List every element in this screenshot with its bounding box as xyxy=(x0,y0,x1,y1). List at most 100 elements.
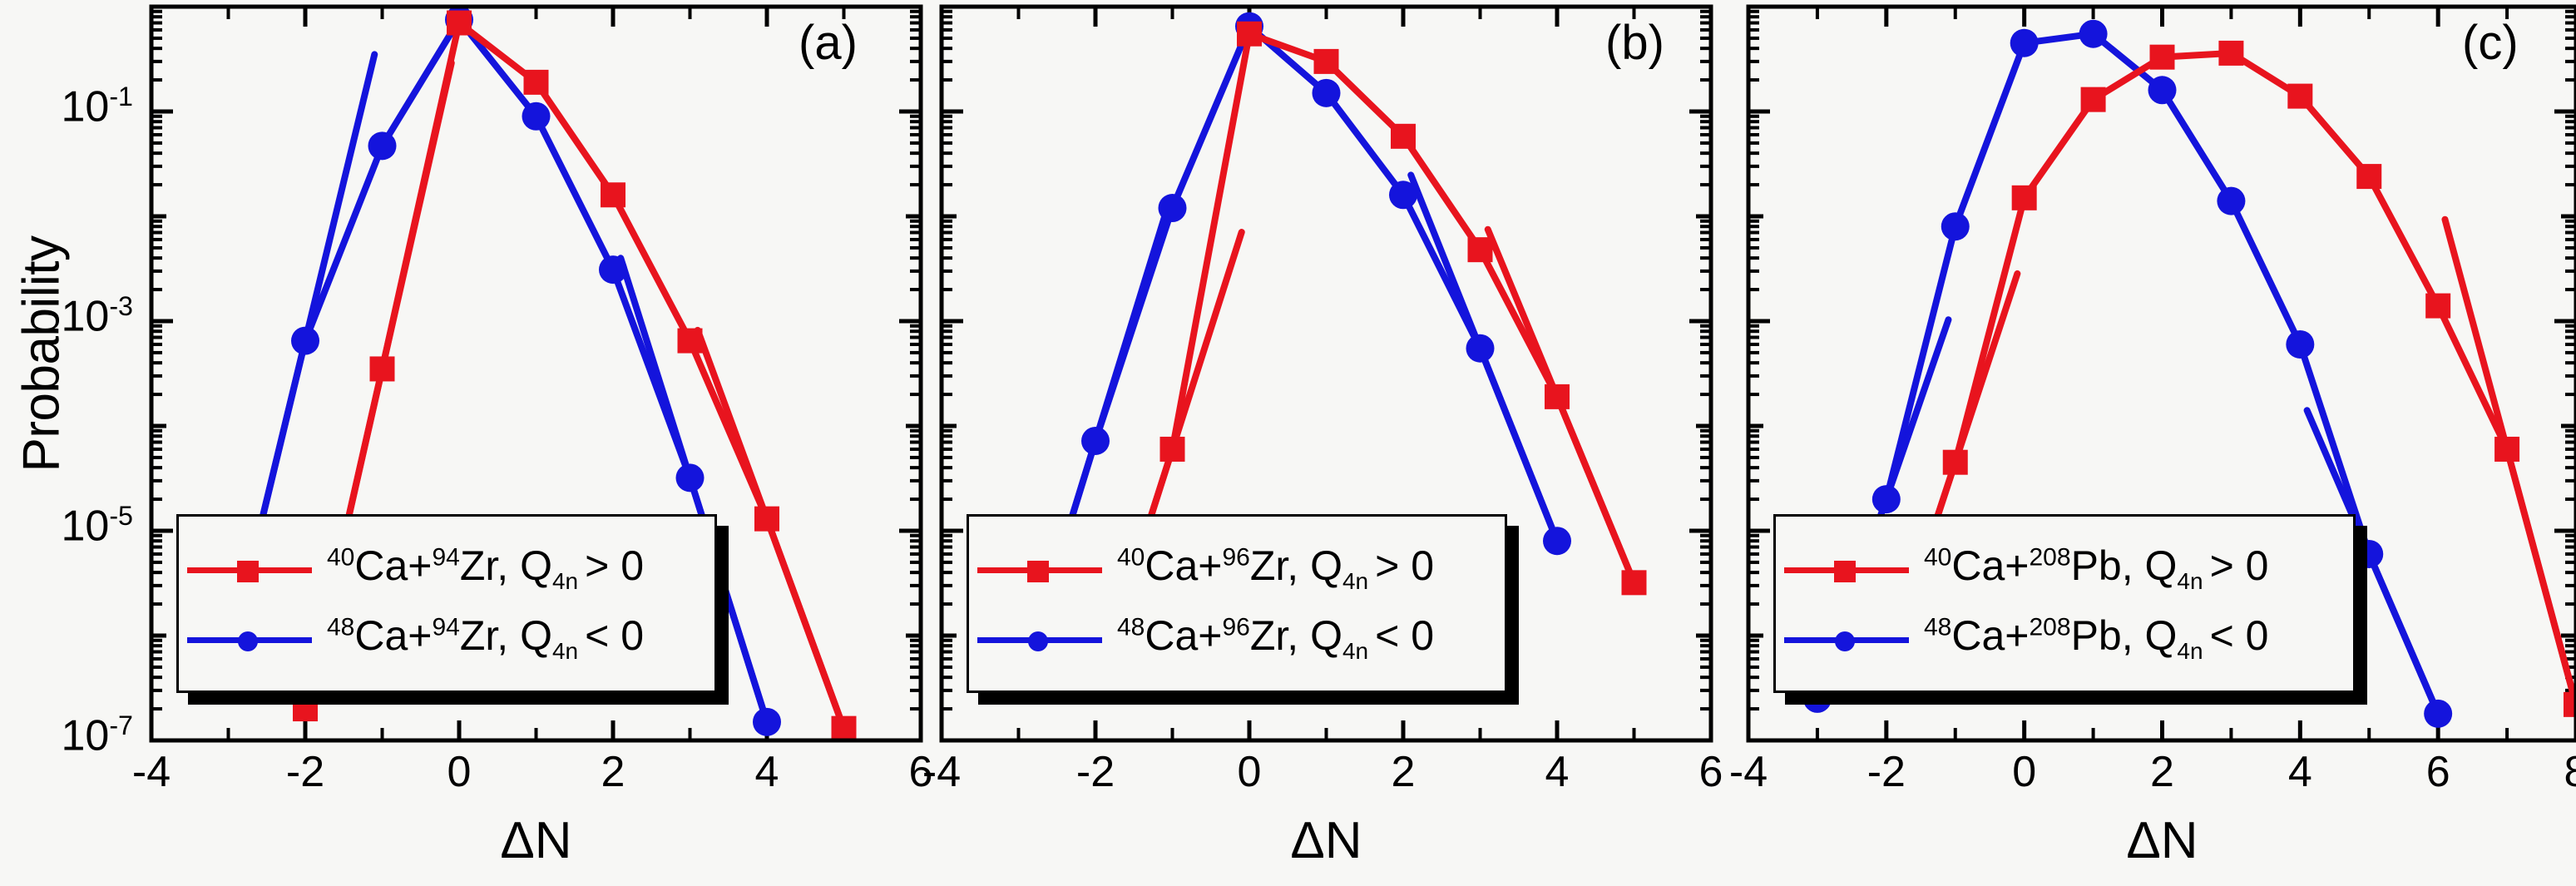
legend-mass-number-projectile: 48 xyxy=(1117,612,1145,641)
x-axis-label: ΔN xyxy=(1290,812,1362,869)
x-axis-label: ΔN xyxy=(500,812,572,869)
data-point-square xyxy=(447,10,472,36)
data-point-square xyxy=(2149,44,2175,70)
legend-mass-number-target: 96 xyxy=(1222,542,1250,571)
x-tick-label: 2 xyxy=(1391,748,1416,796)
legend-mass-number-projectile: 40 xyxy=(1117,542,1145,571)
data-point-square xyxy=(1545,384,1570,409)
data-point-square xyxy=(1467,237,1493,263)
legend-key xyxy=(1784,555,1909,583)
legend-mass-number-target: 96 xyxy=(1222,612,1250,641)
legend-target-symbol: Pb, Q xyxy=(2070,611,2178,659)
data-point-circle xyxy=(2286,329,2315,359)
panel-tag: (a) xyxy=(799,16,858,70)
legend: 40Ca+94Zr, Q4n > 0 48Ca+94Zr, Q4n < 0 xyxy=(176,514,717,693)
legend-item[interactable]: 48Ca+94Zr, Q4n < 0 xyxy=(187,611,701,664)
y-tick-exponent: -1 xyxy=(109,82,133,111)
legend-q-subscript: 4n xyxy=(1342,637,1369,664)
data-point-square xyxy=(1237,21,1262,47)
data-point-circle xyxy=(2079,19,2108,48)
data-point-square xyxy=(2218,40,2244,66)
legend-mass-number-projectile: 40 xyxy=(327,542,355,571)
data-point-square xyxy=(2011,185,2037,210)
legend-square-icon xyxy=(237,560,259,582)
legend-projectile-symbol: Ca+ xyxy=(354,611,433,659)
legend-key xyxy=(977,555,1102,583)
legend-q-subscript: 4n xyxy=(2177,567,2203,594)
data-point-circle xyxy=(1312,78,1341,107)
x-tick-label: 0 xyxy=(1237,748,1262,796)
data-point-circle xyxy=(2355,539,2384,568)
data-point-square xyxy=(1942,449,1968,475)
data-point-circle xyxy=(1871,485,1901,514)
legend-item[interactable]: 40Ca+208Pb, Q4n > 0 xyxy=(1784,542,2340,594)
legend-target-symbol: Zr, Q xyxy=(459,542,552,589)
data-point-square xyxy=(2356,164,2382,190)
legend-relation: > 0 xyxy=(585,542,645,589)
legend-circle-icon xyxy=(238,631,258,651)
x-tick-label: 4 xyxy=(2287,748,2312,796)
data-point-circle xyxy=(522,101,551,131)
x-tick-label: -2 xyxy=(285,748,325,796)
data-point-square xyxy=(523,69,549,95)
legend: 40Ca+208Pb, Q4n > 0 48Ca+208Pb, Q4n < 0 xyxy=(1773,514,2356,693)
legend-relation: > 0 xyxy=(1375,542,1435,589)
legend-item[interactable]: 40Ca+94Zr, Q4n > 0 xyxy=(187,542,701,593)
legend-mass-number-target: 208 xyxy=(2029,542,2071,571)
data-point-square xyxy=(2494,436,2520,462)
legend-label: 48Ca+96Zr, Q4n < 0 xyxy=(1117,611,1435,664)
legend-label: 40Ca+94Zr, Q4n > 0 xyxy=(327,542,645,593)
legend-item[interactable]: 48Ca+96Zr, Q4n < 0 xyxy=(977,611,1491,664)
x-axis-label: ΔN xyxy=(2126,812,2198,869)
data-point-circle xyxy=(1543,527,1571,556)
legend-square-icon xyxy=(1834,560,1856,582)
x-tick-label: 6 xyxy=(1698,748,1723,796)
legend-target-symbol: Pb, Q xyxy=(2070,542,2178,589)
plot-panel-a: (a) -4 -2 0 2 4 6 ΔN 10-1 10-3 10-5 10-7 40Ca+94Zr, … xyxy=(61,0,971,886)
legend-q-subscript: 4n xyxy=(551,637,579,664)
y-tick-base: 10 xyxy=(61,711,110,760)
legend-projectile-symbol: Ca+ xyxy=(1145,611,1223,659)
data-point-square xyxy=(677,328,703,354)
legend-circle-icon xyxy=(1835,631,1855,651)
series-line xyxy=(1813,30,2442,717)
data-point-circle xyxy=(291,326,319,355)
x-tick-label: 6 xyxy=(2425,748,2450,796)
data-point-circle xyxy=(1158,194,1187,223)
data-point-circle xyxy=(1081,426,1110,455)
legend-square-icon xyxy=(1027,560,1049,582)
x-tick-label: -4 xyxy=(1728,748,1768,796)
legend-projectile-symbol: Ca+ xyxy=(1951,542,2030,589)
legend-circle-icon xyxy=(1028,631,1048,651)
data-point-square xyxy=(831,715,857,739)
legend-label: 40Ca+208Pb, Q4n > 0 xyxy=(1924,542,2269,594)
data-point-square xyxy=(2425,293,2451,319)
data-point-circle xyxy=(675,463,705,492)
data-point-circle xyxy=(1389,181,1417,210)
x-tick-label: 2 xyxy=(2150,748,2174,796)
x-tick-label: -2 xyxy=(1075,748,1115,796)
y-tick-label: 10-7 xyxy=(0,710,133,760)
y-tick-label: 10-5 xyxy=(0,501,133,551)
data-point-circle xyxy=(368,131,397,161)
legend-relation: < 0 xyxy=(585,611,645,659)
data-point-circle xyxy=(1941,212,1970,241)
legend-label: 48Ca+94Zr, Q4n < 0 xyxy=(327,611,645,664)
legend-projectile-symbol: Ca+ xyxy=(354,542,433,589)
y-tick-exponent: -5 xyxy=(109,501,133,531)
legend-relation: < 0 xyxy=(1375,611,1435,659)
series-line-tail xyxy=(2441,215,2574,707)
legend-projectile-symbol: Ca+ xyxy=(1951,611,2030,659)
data-point-square xyxy=(1621,570,1647,596)
legend-mass-number-target: 94 xyxy=(432,612,460,641)
legend-relation: > 0 xyxy=(2209,542,2269,589)
legend-relation: < 0 xyxy=(2209,611,2269,659)
data-point-circle xyxy=(2424,699,2453,728)
data-point-square xyxy=(369,356,395,382)
legend-item[interactable]: 48Ca+208Pb, Q4n < 0 xyxy=(1784,611,2340,663)
data-point-square xyxy=(1159,436,1185,462)
legend-item[interactable]: 40Ca+96Zr, Q4n > 0 xyxy=(977,542,1491,593)
data-point-square xyxy=(601,182,625,208)
data-point-square xyxy=(2080,87,2106,112)
